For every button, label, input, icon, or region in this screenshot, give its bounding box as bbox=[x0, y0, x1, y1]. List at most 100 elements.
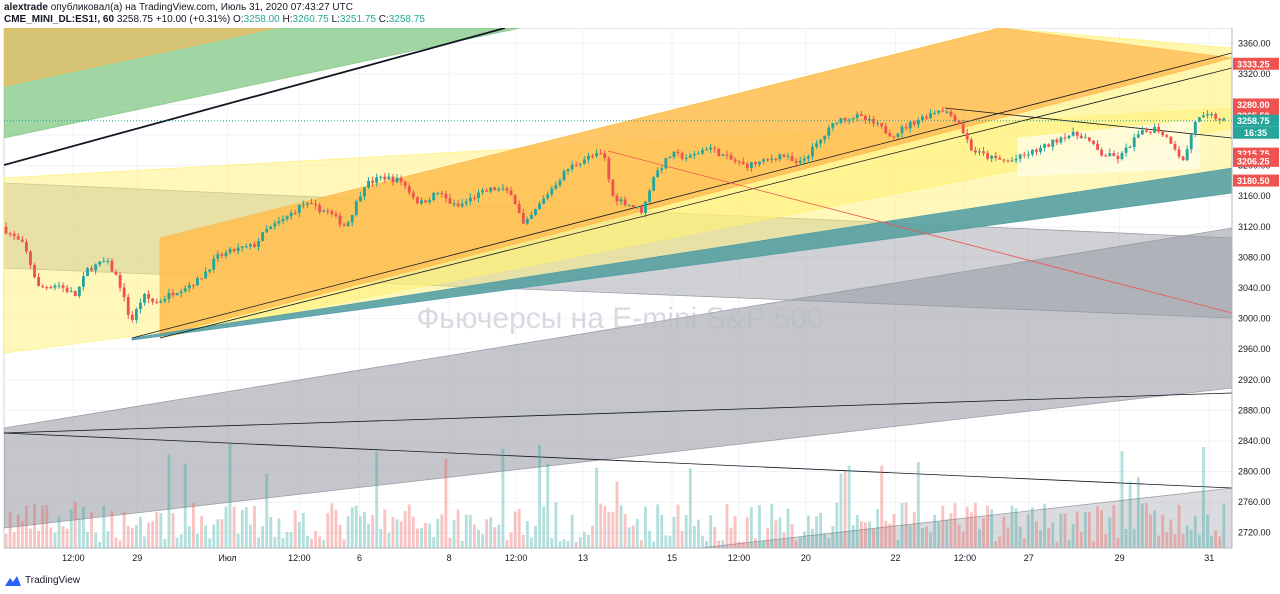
volume-bar bbox=[587, 534, 590, 548]
volume-bar bbox=[33, 504, 36, 548]
candle-body bbox=[363, 187, 366, 197]
volume-bar bbox=[244, 507, 248, 548]
candle-body bbox=[652, 177, 656, 191]
volume-bar bbox=[86, 532, 89, 548]
footer-brand[interactable]: TradingView bbox=[25, 575, 81, 586]
symbol-label[interactable]: CME_MINI_DL:ES1!, 60 bbox=[4, 14, 115, 25]
volume-bar bbox=[696, 519, 700, 548]
time-tick-label: 15 bbox=[667, 553, 677, 563]
candle-body bbox=[786, 156, 790, 158]
candle-body bbox=[705, 149, 708, 151]
volume-bar bbox=[485, 519, 489, 548]
candle-body bbox=[456, 203, 460, 207]
volume-bar bbox=[859, 521, 863, 548]
volume-bar bbox=[41, 505, 45, 548]
volume-bar bbox=[619, 505, 623, 548]
volume-bar bbox=[1202, 446, 1205, 548]
volume-bar bbox=[758, 504, 761, 548]
volume-bar bbox=[717, 540, 721, 548]
gray-channel-band bbox=[4, 227, 1232, 529]
volume-bar bbox=[656, 504, 660, 548]
volume-bar bbox=[1124, 529, 1128, 548]
candle-body bbox=[346, 222, 350, 227]
candle-body bbox=[574, 164, 578, 166]
candle-body bbox=[318, 205, 322, 212]
candle-body bbox=[953, 115, 957, 121]
candle-body bbox=[468, 197, 472, 202]
descending-top-line bbox=[944, 107, 1232, 139]
candle-body bbox=[851, 117, 855, 120]
price-axis[interactable]: 3360.003320.003280.003240.003200.003160.… bbox=[1231, 28, 1280, 548]
chart-pane[interactable]: Фьючерсы на E-mini S&P 500 3360.00 3320.0… bbox=[0, 27, 1280, 588]
candle-body bbox=[709, 147, 713, 150]
candle-body bbox=[306, 203, 309, 205]
volume-bar bbox=[24, 505, 28, 548]
volume-bar bbox=[855, 515, 859, 548]
candle-body bbox=[338, 215, 342, 225]
candle-body bbox=[1051, 139, 1055, 147]
volume-bar bbox=[179, 534, 183, 548]
volume-bar bbox=[440, 514, 444, 548]
candle-body bbox=[766, 159, 770, 161]
volume-bar bbox=[1051, 522, 1055, 548]
volume-bar bbox=[1059, 513, 1063, 548]
volume-bar bbox=[815, 516, 818, 548]
candle-body bbox=[1063, 137, 1067, 139]
candle-body bbox=[143, 293, 146, 303]
candle-body bbox=[448, 198, 452, 204]
candle-body bbox=[358, 196, 362, 202]
candle-body bbox=[1128, 147, 1132, 149]
volume-bar bbox=[167, 454, 171, 548]
candle-body bbox=[916, 120, 920, 125]
candle-body bbox=[888, 133, 892, 137]
tradingview-logo-icon bbox=[5, 576, 21, 586]
price-tick-label: 3040.00 bbox=[1238, 283, 1271, 293]
publish-line: alextrade опубликовал(а) на TradingView.… bbox=[4, 2, 353, 14]
volume-bar bbox=[346, 516, 350, 548]
lower-support-line bbox=[4, 392, 1232, 434]
price-tick-label: 2760.00 bbox=[1238, 497, 1271, 507]
volume-bar bbox=[570, 514, 574, 548]
volume-bar bbox=[16, 514, 20, 548]
volume-bar bbox=[611, 511, 615, 548]
candle-body bbox=[1071, 132, 1075, 136]
volume-bar bbox=[8, 511, 12, 548]
candle-body bbox=[407, 186, 411, 193]
volume-bar bbox=[802, 531, 806, 548]
candle-body bbox=[546, 194, 550, 199]
volume-bar bbox=[1112, 504, 1116, 548]
candle-body bbox=[57, 285, 61, 287]
candle-body bbox=[269, 226, 273, 230]
volume-bar bbox=[155, 511, 159, 548]
volume-bar bbox=[542, 506, 546, 548]
candle-body bbox=[566, 169, 570, 172]
time-axis-bg bbox=[0, 548, 1280, 588]
candle-body bbox=[957, 120, 961, 125]
candle-body bbox=[1010, 160, 1014, 162]
volume-bar bbox=[151, 521, 155, 548]
volume-bar bbox=[1030, 507, 1034, 548]
volume-bar bbox=[774, 520, 778, 548]
author-name[interactable]: alextrade bbox=[4, 2, 48, 13]
time-tick-label: 31 bbox=[1204, 553, 1214, 563]
volume-bar bbox=[428, 523, 432, 548]
close-label: C: bbox=[378, 14, 389, 25]
volume-bar bbox=[1063, 513, 1067, 548]
candle-body bbox=[159, 301, 163, 303]
price-chart[interactable]: Фьючерсы на E-mini S&P 500 3360.00 3320.0… bbox=[0, 27, 1280, 588]
volume-bar bbox=[721, 540, 725, 548]
volume-bar bbox=[358, 516, 362, 548]
candle-body bbox=[664, 158, 668, 169]
volume-bar bbox=[811, 528, 814, 548]
volume-bar bbox=[1210, 535, 1214, 548]
volume-bar bbox=[558, 541, 562, 548]
candle-body bbox=[587, 155, 590, 160]
volume-bar bbox=[831, 525, 835, 548]
time-axis[interactable]: 12:00 29 Июл 12:00 6 8 12:00 13 15 12:00 20 22 12:00… bbox=[0, 547, 1280, 588]
volume-bar bbox=[1092, 541, 1095, 548]
candle-body bbox=[395, 177, 399, 183]
candle-body bbox=[273, 223, 277, 227]
candle-body bbox=[1181, 156, 1185, 161]
volume-bar bbox=[1140, 503, 1144, 548]
volume-bar bbox=[102, 505, 106, 548]
